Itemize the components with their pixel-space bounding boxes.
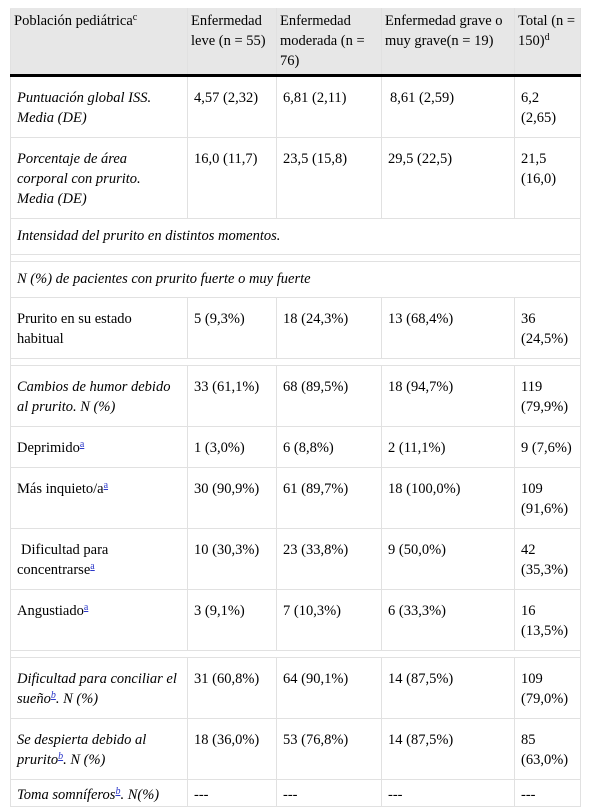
table-row: Intensidad del prurito en distintos mome… bbox=[10, 218, 581, 255]
table-header-row: Población pediátricac Enfermedad leve (n… bbox=[10, 8, 581, 77]
cell-moderate: 61 (89,7%) bbox=[276, 467, 382, 529]
cell-total: 21,5 (16,0) bbox=[514, 137, 581, 219]
spacer-row bbox=[10, 358, 581, 366]
header-severe: Enfermedad grave o muy grave(n = 19) bbox=[381, 8, 515, 77]
cell-mild: --- bbox=[187, 779, 277, 807]
row-label: Deprimidoa bbox=[10, 426, 188, 468]
header-total: Total (n = 150)d bbox=[514, 8, 581, 77]
cell-total: 85 (63,0%) bbox=[514, 718, 581, 780]
cell-mild: 10 (30,3%) bbox=[187, 528, 277, 590]
row-label: Prurito en su estado habitual bbox=[10, 297, 188, 359]
section-label: Intensidad del prurito en distintos mome… bbox=[10, 218, 581, 255]
cell-total: 119 (79,9%) bbox=[514, 365, 581, 427]
table-row: Angustiadoa 3 (9,1%) 7 (10,3%) 6 (33,3%)… bbox=[10, 589, 581, 651]
row-label: Dificultad para concentrarsea bbox=[10, 528, 188, 590]
section-label: N (%) de pacientes con prurito fuerte o … bbox=[10, 261, 581, 298]
cell-total: 9 (7,6%) bbox=[514, 426, 581, 468]
footnote-link-a[interactable]: a bbox=[83, 602, 89, 613]
cell-total: 109 (79,0%) bbox=[514, 657, 581, 719]
cell-severe: 18 (94,7%) bbox=[381, 365, 515, 427]
cell-mild: 1 (3,0%) bbox=[187, 426, 277, 468]
cell-total: 16 (13,5%) bbox=[514, 589, 581, 651]
header-mild: Enfermedad leve (n = 55) bbox=[187, 8, 277, 77]
row-label: Más inquieto/aa bbox=[10, 467, 188, 529]
cell-mild: 3 (9,1%) bbox=[187, 589, 277, 651]
cell-moderate: 7 (10,3%) bbox=[276, 589, 382, 651]
row-label: Dificultad para conciliar el sueñob. N (… bbox=[10, 657, 188, 719]
cell-severe: 13 (68,4%) bbox=[381, 297, 515, 359]
footnote-link-a[interactable]: a bbox=[90, 561, 95, 572]
header-moderate: Enfermedad moderada (n = 76) bbox=[276, 8, 382, 77]
table-row: Puntuación global ISS. Media (DE) 4,57 (… bbox=[10, 75, 581, 138]
cell-moderate: 64 (90,1%) bbox=[276, 657, 382, 719]
table-row: Porcentaje de área corporal con prurito.… bbox=[10, 137, 581, 219]
cell-total: --- bbox=[514, 779, 581, 807]
table-row: Toma somníferosb. N(%) --- --- --- --- bbox=[10, 779, 581, 807]
pediatric-itch-table: Población pediátricac Enfermedad leve (n… bbox=[10, 8, 581, 807]
cell-moderate: 23 (33,8%) bbox=[276, 528, 382, 590]
cell-mild: 33 (61,1%) bbox=[187, 365, 277, 427]
footnote-c: c bbox=[132, 12, 138, 23]
footnote-link-a[interactable]: a bbox=[79, 439, 85, 450]
cell-total: 36 (24,5%) bbox=[514, 297, 581, 359]
table-row: N (%) de pacientes con prurito fuerte o … bbox=[10, 261, 581, 298]
cell-mild: 16,0 (11,7) bbox=[187, 137, 277, 219]
cell-mild: 31 (60,8%) bbox=[187, 657, 277, 719]
row-label: Puntuación global ISS. Media (DE) bbox=[10, 75, 188, 138]
footnote-link-a[interactable]: a bbox=[103, 480, 109, 491]
cell-mild: 5 (9,3%) bbox=[187, 297, 277, 359]
row-label: Toma somníferosb. N(%) bbox=[10, 779, 188, 807]
footnote-d: d bbox=[544, 32, 550, 43]
cell-moderate: 18 (24,3%) bbox=[276, 297, 382, 359]
row-label: Se despierta debido al pruritob. N (%) bbox=[10, 718, 188, 780]
spacer-row bbox=[10, 254, 581, 262]
cell-mild: 30 (90,9%) bbox=[187, 467, 277, 529]
table-row: Deprimidoa 1 (3,0%) 6 (8,8%) 2 (11,1%) 9… bbox=[10, 426, 581, 468]
table-row: Cambios de humor debido al prurito. N (%… bbox=[10, 365, 581, 427]
row-label: Porcentaje de área corporal con prurito.… bbox=[10, 137, 188, 219]
row-label: Angustiadoa bbox=[10, 589, 188, 651]
cell-moderate: 23,5 (15,8) bbox=[276, 137, 382, 219]
cell-severe: 14 (87,5%) bbox=[381, 718, 515, 780]
cell-total: 6,2 (2,65) bbox=[514, 75, 581, 138]
table-row: Más inquieto/aa 30 (90,9%) 61 (89,7%) 18… bbox=[10, 467, 581, 529]
cell-severe: 9 (50,0%) bbox=[381, 528, 515, 590]
cell-severe: 29,5 (22,5) bbox=[381, 137, 515, 219]
cell-moderate: --- bbox=[276, 779, 382, 807]
table-row: Dificultad para concentrarsea 10 (30,3%)… bbox=[10, 528, 581, 590]
header-population: Población pediátricac bbox=[10, 8, 188, 77]
cell-mild: 18 (36,0%) bbox=[187, 718, 277, 780]
cell-severe: --- bbox=[381, 779, 515, 807]
cell-severe: 6 (33,3%) bbox=[381, 589, 515, 651]
spacer-row bbox=[10, 650, 581, 658]
cell-severe: 14 (87,5%) bbox=[381, 657, 515, 719]
cell-moderate: 53 (76,8%) bbox=[276, 718, 382, 780]
cell-mild: 4,57 (2,32) bbox=[187, 75, 277, 138]
cell-severe: 2 (11,1%) bbox=[381, 426, 515, 468]
cell-severe: 18 (100,0%) bbox=[381, 467, 515, 529]
cell-total: 42 (35,3%) bbox=[514, 528, 581, 590]
footnote-link-b[interactable]: b bbox=[50, 690, 56, 701]
cell-moderate: 6 (8,8%) bbox=[276, 426, 382, 468]
table-row: Se despierta debido al pruritob. N (%) 1… bbox=[10, 718, 581, 780]
cell-moderate: 68 (89,5%) bbox=[276, 365, 382, 427]
cell-total: 109 (91,6%) bbox=[514, 467, 581, 529]
cell-moderate: 6,81 (2,11) bbox=[276, 75, 382, 138]
table-row: Prurito en su estado habitual 5 (9,3%) 1… bbox=[10, 297, 581, 359]
cell-severe: 8,61 (2,59) bbox=[381, 75, 515, 138]
table-row: Dificultad para conciliar el sueñob. N (… bbox=[10, 657, 581, 719]
row-label: Cambios de humor debido al prurito. N (%… bbox=[10, 365, 188, 427]
